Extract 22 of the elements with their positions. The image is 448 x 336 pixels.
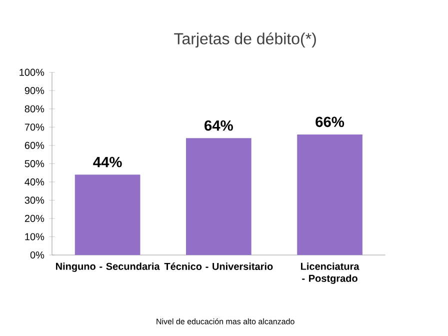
data-label: 44%: [93, 156, 122, 168]
x-tick-label: Ninguno - Secundaria: [56, 262, 160, 272]
y-tick-label: 100%: [20, 68, 44, 76]
y-tick-label: 50%: [24, 160, 44, 168]
y-tick-label: 80%: [24, 105, 44, 112]
bar: [74, 174, 140, 255]
bar: [186, 138, 252, 255]
x-axis-title: Nivel de educación mas alto alcanzado: [156, 318, 294, 324]
y-tick-label: 20%: [24, 214, 44, 222]
y-tick-label: 70%: [24, 124, 44, 131]
y-tick-label: 0%: [30, 251, 44, 259]
x-tick-label: Licenciatura - Postgrado: [300, 262, 360, 284]
y-tick-label: 60%: [24, 142, 44, 149]
bar: [297, 134, 362, 255]
data-label: 64%: [204, 120, 233, 131]
y-tick-label: 30%: [24, 196, 44, 204]
x-tick-label: Técnico - Universitario: [164, 262, 273, 270]
y-tick-label: 10%: [25, 233, 44, 240]
y-tick-label: 40%: [24, 178, 44, 186]
data-label: 66%: [316, 116, 344, 128]
y-tick-label: 90%: [24, 87, 44, 94]
chart-title: Tarjetas de débito(*): [174, 32, 316, 48]
